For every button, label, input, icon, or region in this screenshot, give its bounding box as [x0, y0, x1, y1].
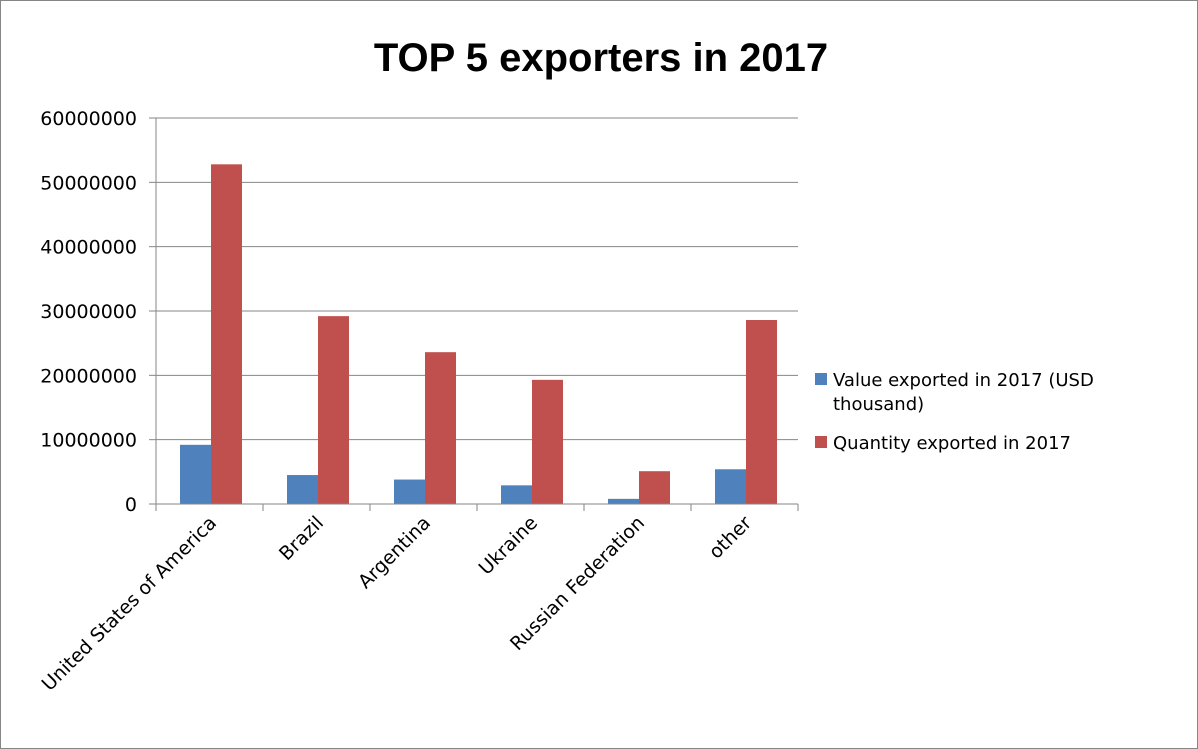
x-tick-label: other [705, 512, 756, 563]
bar [425, 352, 456, 504]
x-tick-label: Argentina [354, 512, 435, 593]
legend-label: Value exported in 2017 (USD [833, 370, 1094, 391]
bar [532, 379, 563, 504]
x-axis: United States of America Brazil Argentina U… [38, 503, 799, 695]
bars [180, 164, 777, 504]
y-axis: 0 10000000 20000000 30000000 40000000 5000000… [40, 108, 157, 516]
legend: Value exported in 2017 (USD thousand) Quan… [815, 370, 1094, 454]
x-tick-label: Brazil [275, 512, 328, 565]
x-tick-label: Ukraine [475, 512, 542, 579]
bar [715, 469, 746, 504]
y-tick-label: 10000000 [40, 430, 137, 452]
bar [318, 316, 349, 504]
y-tick-label: 50000000 [40, 172, 137, 194]
legend-swatch [815, 436, 827, 448]
bar [394, 479, 425, 504]
bar [608, 498, 639, 504]
bar [180, 444, 211, 504]
y-tick-label: 0 [125, 494, 137, 516]
bar [287, 475, 318, 504]
bar [639, 471, 670, 504]
legend-swatch [815, 373, 827, 385]
x-tick-label: United States of America [38, 512, 221, 695]
bar [746, 320, 777, 504]
bar [211, 164, 242, 504]
y-tick-label: 20000000 [40, 365, 137, 387]
chart-title: TOP 5 exporters in 2017 [374, 36, 828, 80]
y-tick-label: 60000000 [40, 108, 137, 130]
legend-label: Quantity exported in 2017 [833, 433, 1071, 454]
gridlines [156, 117, 798, 441]
y-tick-label: 30000000 [40, 301, 137, 323]
bar [501, 485, 532, 504]
y-tick-label: 40000000 [40, 237, 137, 259]
legend-label: thousand) [833, 394, 924, 415]
